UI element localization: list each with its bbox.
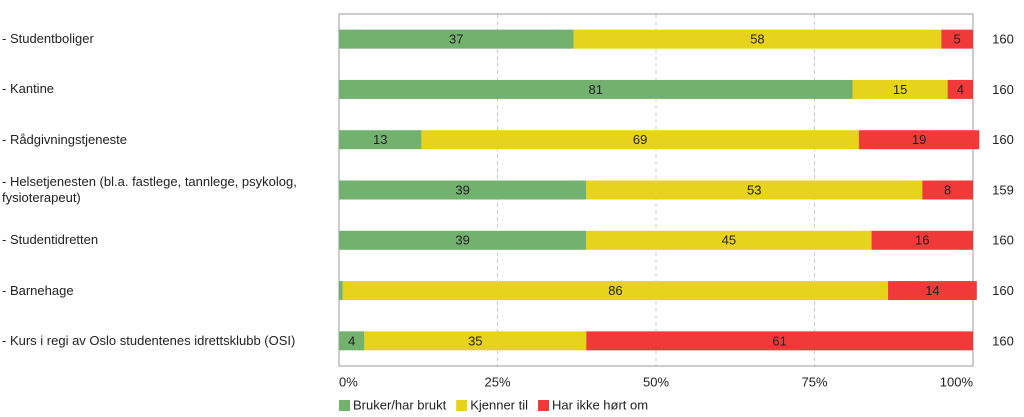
data-label: 39 xyxy=(455,233,469,248)
category-label: - Kantine xyxy=(2,81,55,97)
legend-item: Bruker/har brukt xyxy=(339,397,447,412)
bar-segment xyxy=(339,331,365,351)
bar-segment xyxy=(586,230,872,250)
bar-segment xyxy=(339,281,343,301)
bar-segment xyxy=(339,180,587,200)
bar-segment xyxy=(339,29,574,49)
data-label: 8 xyxy=(944,182,951,197)
bar-segment xyxy=(342,281,889,301)
bar-segment xyxy=(852,79,948,99)
data-label: 13 xyxy=(373,132,387,147)
data-label: 69 xyxy=(633,132,647,147)
bar-segment xyxy=(947,79,973,99)
legend-item: Kjenner til xyxy=(456,397,528,412)
bar-segment xyxy=(922,180,973,200)
x-tick-label: 25% xyxy=(484,374,510,389)
n-label: 160 xyxy=(992,333,1014,348)
legend-swatch xyxy=(339,400,350,411)
data-label: 58 xyxy=(750,32,764,47)
n-label: 160 xyxy=(992,132,1014,147)
bar-segment xyxy=(888,281,977,301)
data-label: 4 xyxy=(348,333,355,348)
legend-swatch xyxy=(456,400,468,411)
data-label: 61 xyxy=(772,333,786,348)
n-label: 160 xyxy=(992,283,1014,298)
category-label: - Helsetjenesten (bl.a. fastlege, tannle… xyxy=(2,174,297,205)
data-label: 4 xyxy=(957,82,964,97)
category-label: - Studentidretten xyxy=(2,232,99,248)
x-tick-label: 0% xyxy=(339,374,358,389)
bar-segment xyxy=(586,180,923,200)
bar-segment xyxy=(871,230,973,250)
bar-segment xyxy=(421,130,859,150)
data-label: 37 xyxy=(449,32,463,47)
data-label: 35 xyxy=(468,333,482,348)
n-label: 159 xyxy=(992,182,1014,197)
bar-segment xyxy=(339,79,853,99)
data-label: 14 xyxy=(925,283,939,298)
data-label: 16 xyxy=(915,233,929,248)
bar-segment xyxy=(364,331,587,351)
bar-segment xyxy=(858,130,980,150)
data-label: 86 xyxy=(608,283,622,298)
n-label: 160 xyxy=(992,32,1014,47)
data-label: 15 xyxy=(893,82,907,97)
data-label: 53 xyxy=(747,182,761,197)
legend-item: Har ikke hørt om xyxy=(538,397,648,412)
bar-segment xyxy=(941,29,973,49)
data-label: 5 xyxy=(954,32,961,47)
legend-label: Bruker/har brukt xyxy=(353,397,447,412)
n-label: 160 xyxy=(992,82,1014,97)
x-tick-label: 50% xyxy=(643,374,669,389)
n-label: 160 xyxy=(992,233,1014,248)
legend-label: Har ikke hørt om xyxy=(552,397,648,412)
data-label: 19 xyxy=(912,132,926,147)
bar-segment xyxy=(339,230,587,250)
data-label: 45 xyxy=(722,233,736,248)
bar-segment xyxy=(573,29,942,49)
data-label: 81 xyxy=(589,82,603,97)
category-label: - Rådgivningstjeneste xyxy=(2,131,128,147)
category-label: - Studentboliger xyxy=(2,31,94,47)
category-label: - Barnehage xyxy=(2,282,74,298)
x-tick-label: 100% xyxy=(940,374,974,389)
bar-segment xyxy=(586,331,973,351)
x-tick-label: 75% xyxy=(801,374,827,389)
category-label: - Kurs i regi av Oslo studentenes idrett… xyxy=(2,332,296,348)
legend-label: Kjenner til xyxy=(470,397,528,412)
data-label: 39 xyxy=(455,182,469,197)
legend-swatch xyxy=(538,400,550,411)
bar-segment xyxy=(339,130,422,150)
